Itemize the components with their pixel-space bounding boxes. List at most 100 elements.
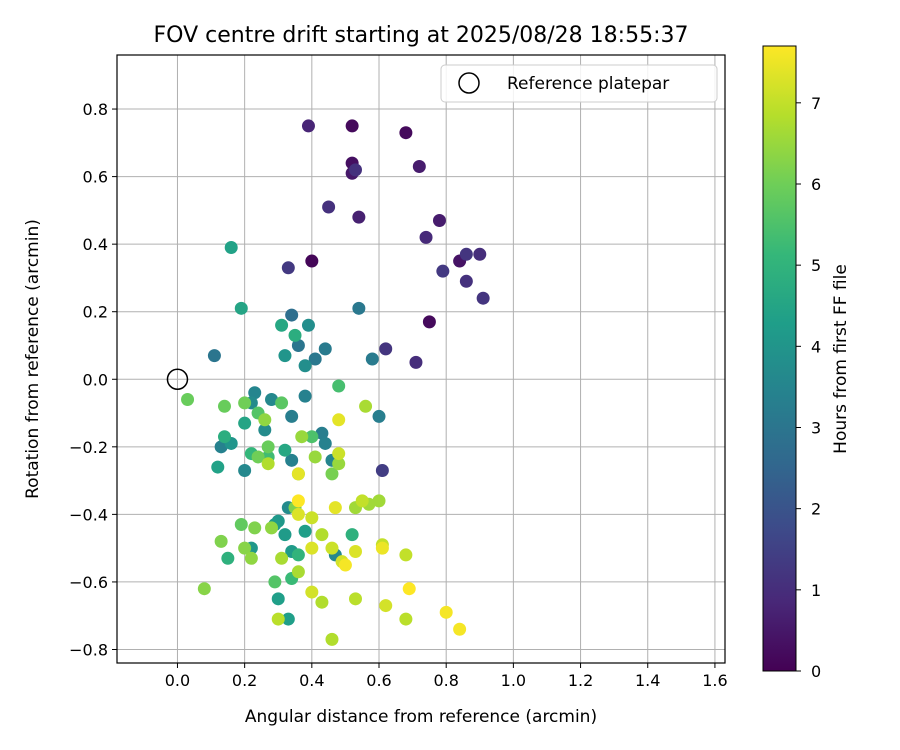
data-point bbox=[325, 541, 339, 555]
y-tick-label: 0.8 bbox=[83, 100, 108, 119]
data-point bbox=[214, 534, 228, 548]
data-point bbox=[251, 450, 265, 464]
data-point bbox=[275, 551, 289, 565]
data-point bbox=[365, 352, 379, 366]
data-point bbox=[305, 430, 319, 444]
data-point bbox=[375, 541, 389, 555]
data-point bbox=[402, 582, 416, 596]
colorbar-tick-label: 3 bbox=[811, 418, 821, 437]
data-point bbox=[439, 605, 453, 619]
data-point bbox=[248, 386, 262, 400]
data-point bbox=[221, 551, 235, 565]
y-axis-ticks: −0.8 −0.6 −0.4 −0.2 0.0 0.2 0.4 0.6 0.8 bbox=[69, 100, 117, 659]
data-point bbox=[473, 247, 487, 261]
plot-frame bbox=[116, 54, 726, 664]
data-point bbox=[207, 349, 221, 363]
data-point bbox=[234, 301, 248, 315]
data-point bbox=[399, 548, 413, 562]
data-point bbox=[298, 524, 312, 538]
colorbar-tick-label: 7 bbox=[811, 94, 821, 113]
data-point bbox=[271, 592, 285, 606]
colorbar: 0 1 2 3 4 5 6 7 Hours from first FF file bbox=[762, 45, 851, 681]
y-tick-label: 0.6 bbox=[83, 168, 108, 187]
data-point bbox=[348, 545, 362, 559]
data-point bbox=[325, 467, 339, 481]
data-point bbox=[332, 447, 346, 461]
colorbar-tick-label: 0 bbox=[811, 662, 821, 681]
data-point bbox=[275, 396, 289, 410]
legend-box bbox=[440, 64, 718, 103]
data-point bbox=[285, 409, 299, 423]
data-point bbox=[409, 355, 423, 369]
colorbar-ticks: 0 1 2 3 4 5 6 7 bbox=[796, 94, 821, 681]
data-point bbox=[181, 393, 195, 407]
data-point bbox=[305, 254, 319, 268]
grid-lines bbox=[117, 55, 725, 663]
data-point bbox=[332, 457, 346, 471]
data-point bbox=[261, 457, 275, 471]
y-tick-label: 0.2 bbox=[83, 303, 108, 322]
data-point bbox=[258, 413, 272, 427]
legend-marker bbox=[458, 72, 480, 94]
data-point bbox=[419, 230, 433, 244]
data-point bbox=[305, 511, 319, 525]
data-point bbox=[248, 521, 262, 535]
data-point bbox=[288, 328, 302, 342]
data-point bbox=[238, 416, 252, 430]
data-point bbox=[412, 159, 426, 173]
data-point bbox=[328, 501, 342, 515]
data-point bbox=[211, 460, 225, 474]
data-points bbox=[181, 119, 490, 646]
data-point bbox=[399, 612, 413, 626]
data-point bbox=[224, 241, 238, 255]
chart-title: FOV centre drift starting at 2025/08/28 … bbox=[154, 23, 689, 48]
data-point bbox=[217, 430, 231, 444]
colorbar-gradient bbox=[762, 45, 797, 672]
data-point bbox=[291, 467, 305, 481]
y-tick-label: 0.4 bbox=[83, 235, 108, 254]
data-point bbox=[291, 338, 305, 352]
data-point bbox=[308, 352, 322, 366]
data-point bbox=[291, 548, 305, 562]
data-point bbox=[355, 494, 369, 508]
legend: Reference platepar bbox=[440, 64, 718, 103]
y-tick-label: −0.8 bbox=[69, 640, 108, 659]
data-point bbox=[305, 541, 319, 555]
data-point bbox=[318, 342, 332, 356]
data-point bbox=[372, 409, 386, 423]
x-axis-ticks: 0.0 0.2 0.4 0.6 0.8 1.0 1.2 1.4 1.6 bbox=[165, 663, 728, 690]
data-point bbox=[476, 291, 490, 305]
data-point bbox=[265, 393, 279, 407]
data-point bbox=[301, 119, 315, 133]
data-point bbox=[322, 200, 336, 214]
data-point bbox=[197, 582, 211, 596]
data-point bbox=[278, 528, 292, 542]
x-tick-label: 0.2 bbox=[232, 671, 257, 690]
data-point bbox=[285, 308, 299, 322]
data-point bbox=[298, 389, 312, 403]
data-point bbox=[258, 423, 272, 437]
data-point bbox=[436, 264, 450, 278]
data-point bbox=[348, 592, 362, 606]
data-point bbox=[238, 396, 252, 410]
data-point bbox=[338, 558, 352, 572]
data-point bbox=[315, 426, 329, 440]
data-point bbox=[271, 612, 285, 626]
data-point bbox=[332, 413, 346, 427]
data-point bbox=[214, 440, 228, 454]
data-point bbox=[217, 399, 231, 413]
colorbar-tick-label: 2 bbox=[811, 500, 821, 519]
data-point bbox=[238, 541, 252, 555]
data-point bbox=[268, 575, 282, 589]
data-point bbox=[275, 318, 289, 332]
x-tick-label: 0.6 bbox=[366, 671, 391, 690]
x-tick-label: 0.4 bbox=[299, 671, 324, 690]
data-point bbox=[459, 247, 473, 261]
data-point bbox=[315, 595, 329, 609]
x-tick-label: 1.6 bbox=[702, 671, 727, 690]
data-point bbox=[375, 463, 389, 477]
data-point bbox=[453, 622, 467, 636]
colorbar-label: Hours from first FF file bbox=[831, 264, 851, 454]
x-tick-label: 1.2 bbox=[568, 671, 593, 690]
